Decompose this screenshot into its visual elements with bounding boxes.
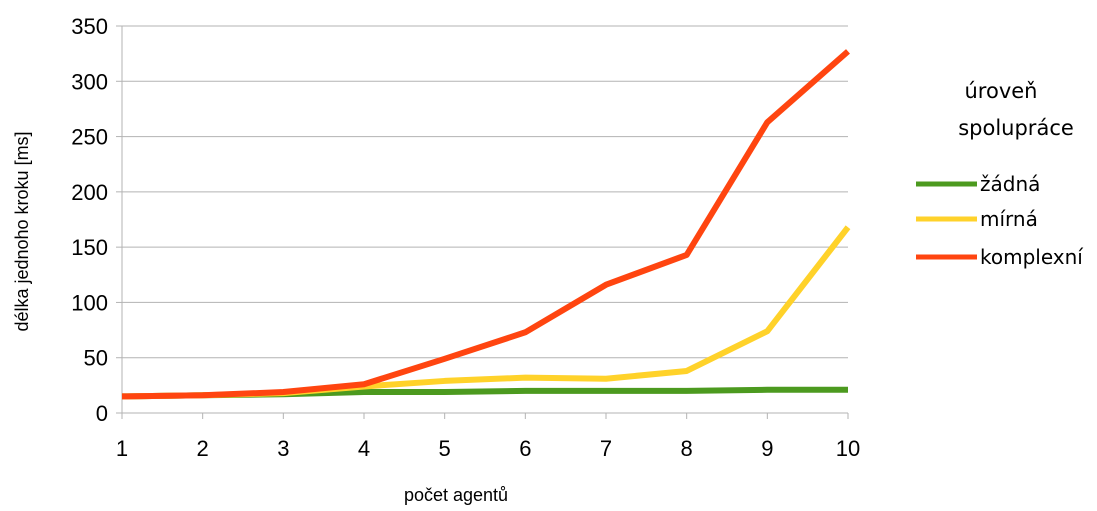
y-tick-label-3: 150 (71, 235, 108, 260)
y-tick-label-5: 250 (71, 125, 108, 150)
y-tick-label-2: 100 (71, 290, 108, 315)
x-tick-label-4: 5 (439, 436, 451, 461)
x-axis-title: počet agentů (404, 485, 508, 505)
y-tick-label-7: 350 (71, 14, 108, 39)
x-tick-label-1: 2 (197, 436, 209, 461)
legend: úroveň spolupráce žádná mírná komplexní (916, 79, 1084, 269)
series-line-2 (121, 49, 850, 400)
x-tick-label-5: 6 (519, 436, 531, 461)
y-tick-label-1: 50 (84, 346, 108, 371)
legend-label-0: žádná (980, 172, 1040, 196)
axes (121, 26, 848, 414)
x-tick-label-8: 9 (761, 436, 773, 461)
y-axis-title: délka jednoho kroku [ms] (12, 131, 32, 331)
x-tick-label-9: 10 (836, 436, 860, 461)
x-tick-label-0: 1 (116, 436, 128, 461)
series-line-1 (121, 225, 851, 400)
y-tick-label-6: 300 (71, 69, 108, 94)
y-tick-label-0: 0 (96, 401, 108, 426)
legend-item-1: mírná (916, 207, 1038, 231)
y-tick-label-4: 200 (71, 180, 108, 205)
x-tick-labels: 1 2 3 4 5 6 7 8 9 10 (116, 413, 860, 461)
y-tick-labels: 0 50 100 150 200 250 300 350 (71, 14, 122, 426)
x-tick-label-6: 7 (600, 436, 612, 461)
legend-items: žádná mírná komplexní (916, 172, 1084, 269)
x-tick-label-3: 4 (358, 436, 370, 461)
legend-label-2: komplexní (980, 245, 1084, 269)
legend-title-line-2: spolupráce (958, 116, 1074, 140)
legend-item-2: komplexní (916, 245, 1084, 269)
x-tick-label-2: 3 (277, 436, 289, 461)
series-lines (121, 49, 851, 400)
legend-item-0: žádná (916, 172, 1040, 196)
legend-label-1: mírná (980, 207, 1038, 231)
legend-title-line-1: úroveň (965, 79, 1038, 103)
x-tick-label-7: 8 (681, 436, 693, 461)
gridlines (122, 25, 848, 414)
